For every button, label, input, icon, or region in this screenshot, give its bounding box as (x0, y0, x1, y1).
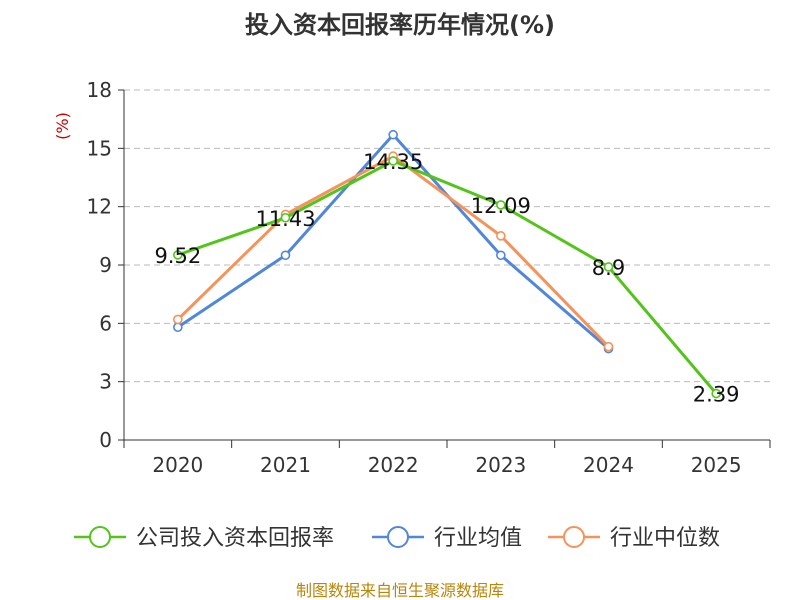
data-point (173, 250, 183, 260)
data-point (280, 250, 291, 261)
x-tick-label: 2025 (691, 453, 742, 477)
data-point (603, 341, 614, 352)
data-label: 2.39 (693, 383, 740, 407)
data-label: 12.09 (471, 194, 531, 218)
legend-marker (89, 526, 111, 548)
grid-lines (124, 89, 770, 383)
data-point (388, 129, 398, 140)
data-point (496, 200, 506, 210)
legend: 公司投入资本回报率 行业均值 行业中位数 (74, 526, 720, 551)
data-label: 8.9 (592, 256, 625, 280)
y-tick-label: 12 (87, 195, 112, 219)
series-group (173, 129, 721, 399)
source-note: 制图数据来自恒生聚源数据库 (296, 581, 504, 600)
legend-label: 公司投入资本回报率 (136, 526, 334, 551)
data-point (496, 231, 506, 241)
data-label: 9.52 (154, 244, 201, 268)
y-axis-ticks: 0 3 6 9 12 15 18 (87, 78, 124, 452)
y-tick-label: 18 (87, 78, 112, 102)
series-line-2 (176, 154, 610, 348)
data-point (173, 322, 183, 333)
legend-marker (387, 526, 409, 548)
y-tick-label: 0 (99, 428, 112, 452)
legend-label: 行业均值 (434, 526, 522, 551)
data-point (496, 250, 506, 261)
legend-marker (563, 526, 585, 548)
data-point (711, 388, 721, 399)
y-tick-label: 6 (99, 311, 112, 335)
x-tick-label: 2022 (368, 453, 419, 477)
legend-label: 行业中位数 (610, 526, 720, 551)
series-line-0 (177, 159, 718, 395)
y-tick-label: 9 (99, 253, 112, 277)
x-tick-label: 2024 (583, 453, 634, 477)
data-point (173, 314, 183, 325)
y-tick-label: 3 (99, 370, 112, 394)
data-label: 11.43 (255, 207, 315, 231)
x-axis-ticks: 2020 2021 2022 2023 2024 2025 (123, 440, 771, 477)
data-label: 14.35 (363, 150, 423, 174)
chart-title: 投入资本回报率历年情况(%) (245, 11, 555, 39)
data-point (388, 156, 398, 166)
y-tick-label: 15 (87, 136, 112, 160)
x-tick-label: 2021 (260, 453, 311, 477)
x-tick-label: 2023 (475, 453, 526, 477)
data-labels: 9.52 11.43 14.35 12.09 8.9 2.39 (154, 150, 739, 407)
data-point (280, 212, 291, 223)
y-axis-label: (%) (53, 112, 72, 140)
x-tick-label: 2020 (152, 453, 203, 477)
data-point (603, 262, 614, 272)
